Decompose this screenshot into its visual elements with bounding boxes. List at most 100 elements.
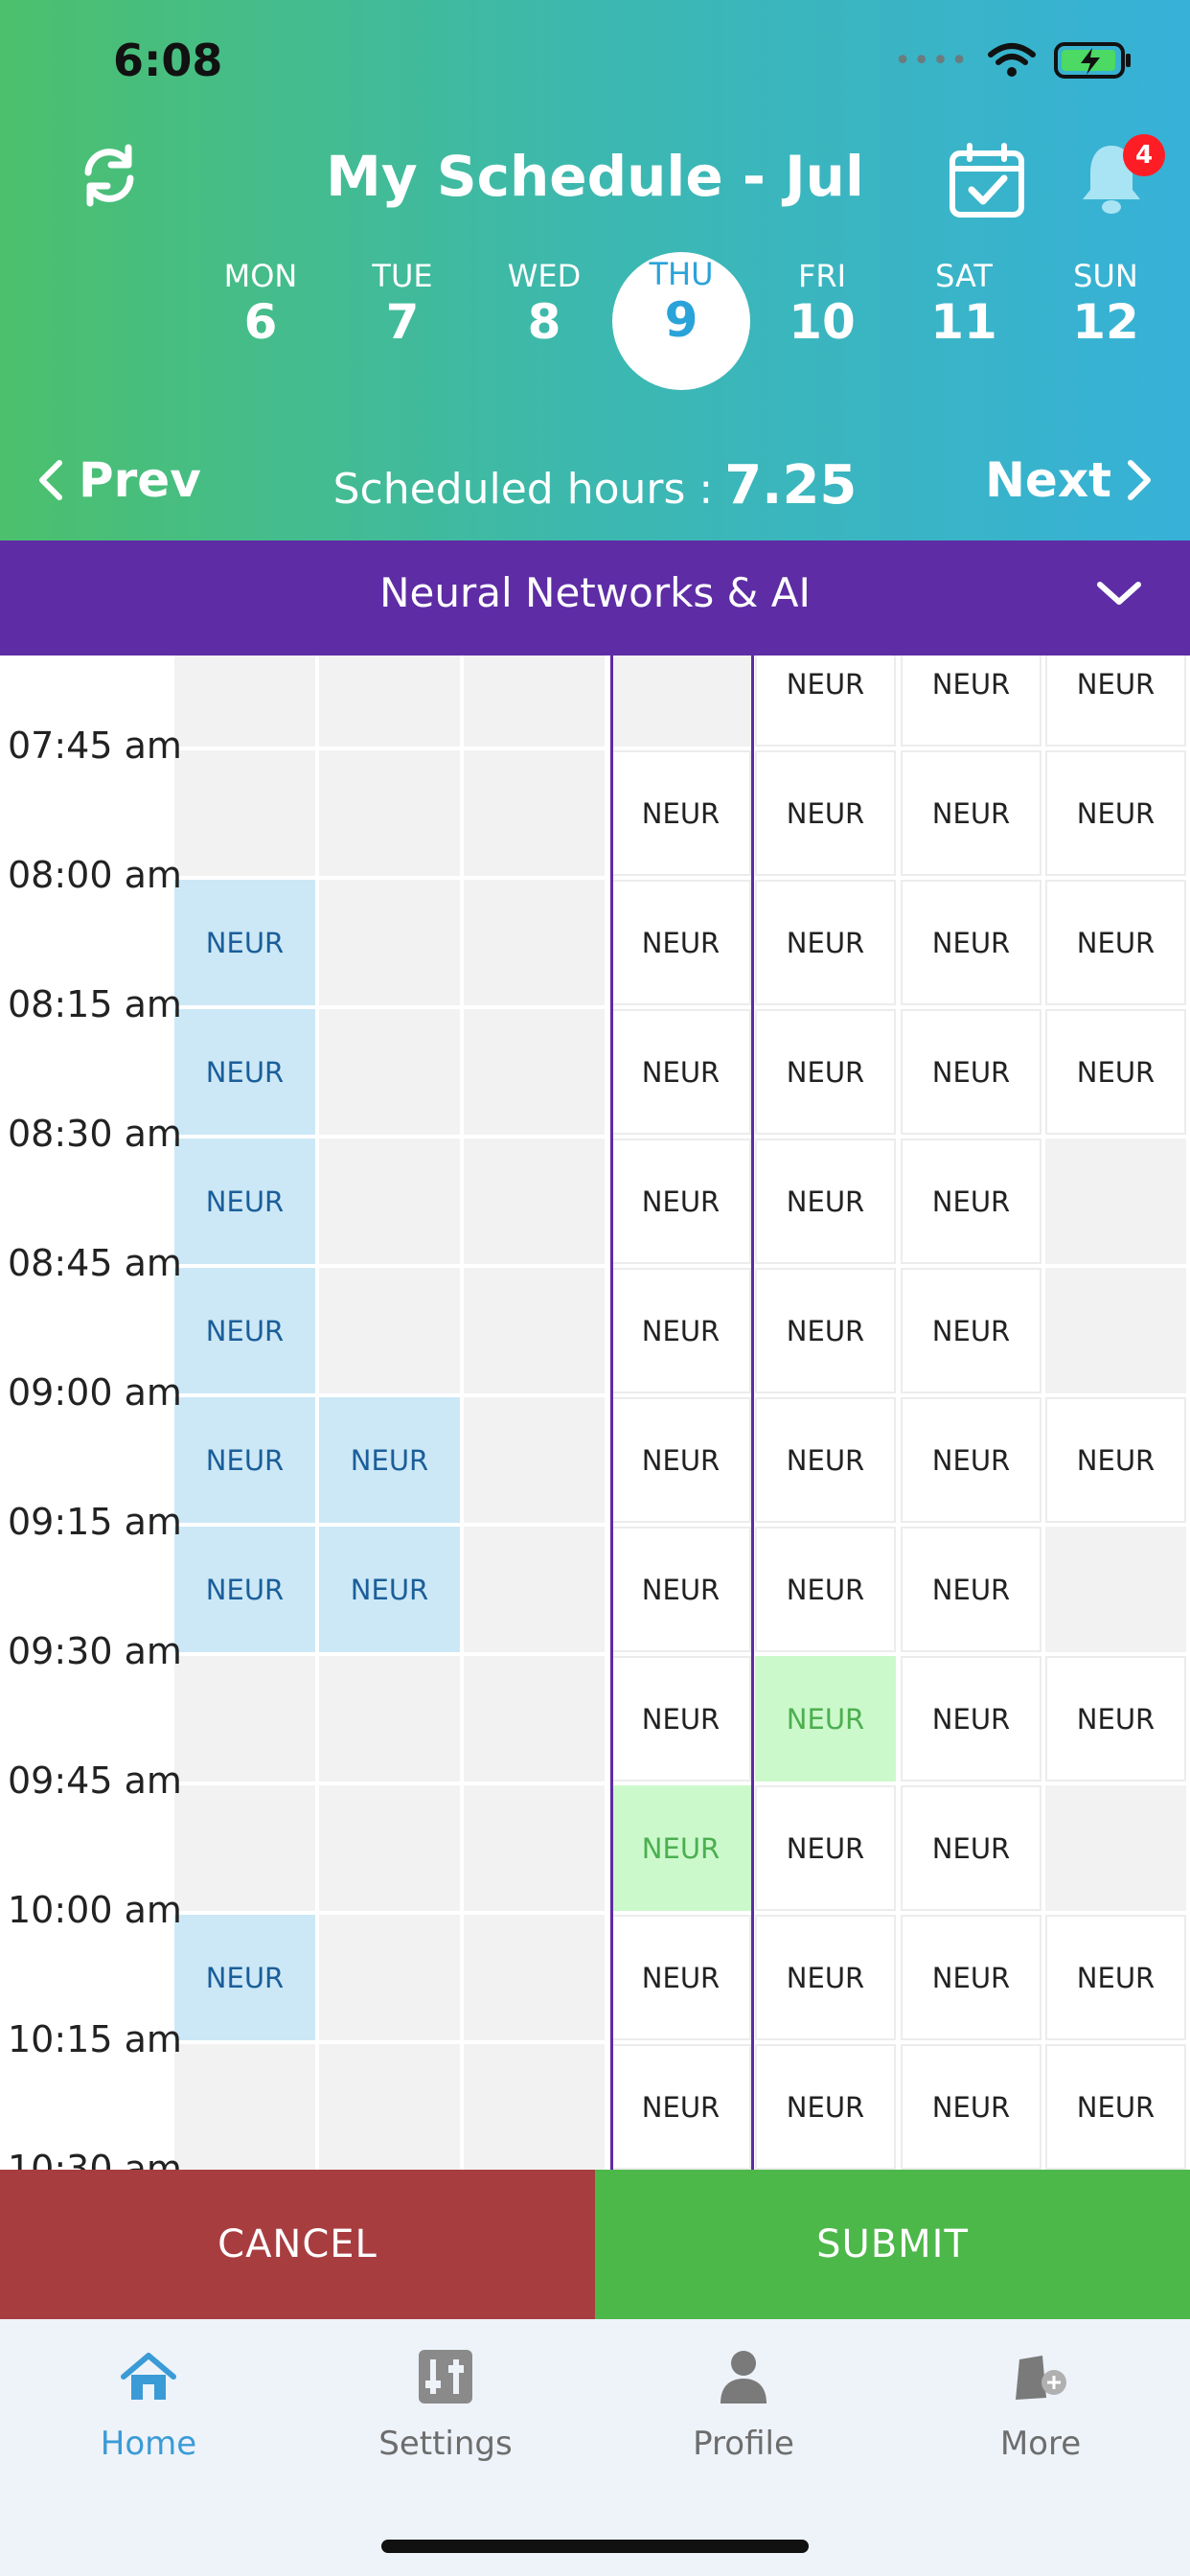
schedule-cell-sat[interactable]: NEUR (901, 1915, 1041, 2040)
prev-button[interactable]: Prev (38, 452, 201, 508)
refresh-button[interactable] (79, 144, 140, 211)
schedule-cell-thu[interactable] (610, 656, 751, 747)
schedule-cell-sat[interactable]: NEUR (901, 1009, 1041, 1135)
schedule-cell-mon[interactable]: NEUR (174, 1138, 315, 1264)
schedule-cell-sun[interactable]: NEUR (1045, 1656, 1186, 1782)
schedule-cell-mon[interactable] (174, 1656, 315, 1782)
schedule-cell-mon[interactable] (174, 1785, 315, 1911)
schedule-cell-mon[interactable]: NEUR (174, 1268, 315, 1393)
calendar-button[interactable] (947, 142, 1027, 222)
schedule-cell-sun[interactable]: NEUR (1045, 1915, 1186, 2040)
schedule-cell-sat[interactable]: NEUR (901, 2044, 1041, 2170)
tab-more[interactable]: More (892, 2338, 1189, 2463)
project-selector[interactable]: Neural Networks & AI (0, 540, 1190, 656)
schedule-cell-sun[interactable]: NEUR (1045, 656, 1186, 747)
schedule-cell-mon[interactable] (174, 750, 315, 876)
schedule-cell-sun[interactable] (1045, 1785, 1186, 1911)
schedule-cell-tue[interactable] (319, 880, 460, 1005)
schedule-cell-tue[interactable] (319, 2044, 460, 2170)
schedule-cell-sat[interactable]: NEUR (901, 1785, 1041, 1911)
schedule-cell-sat[interactable]: NEUR (901, 750, 1041, 876)
schedule-cell-wed[interactable] (464, 1915, 605, 2040)
schedule-cell-sun[interactable] (1045, 1138, 1186, 1264)
cancel-button[interactable]: CANCEL (0, 2170, 595, 2319)
schedule-cell-fri[interactable]: NEUR (755, 1785, 896, 1911)
schedule-cell-sat[interactable]: NEUR (901, 1397, 1041, 1523)
schedule-cell-mon[interactable] (174, 656, 315, 747)
schedule-cell-sat[interactable]: NEUR (901, 880, 1041, 1005)
schedule-cell-wed[interactable] (464, 1656, 605, 1782)
schedule-cell-fri[interactable]: NEUR (755, 1268, 896, 1393)
schedule-cell-thu[interactable]: NEUR (610, 1268, 751, 1393)
schedule-cell-fri[interactable]: NEUR (755, 750, 896, 876)
day-sat[interactable]: SAT 11 (930, 258, 997, 350)
schedule-cell-sun[interactable] (1045, 1527, 1186, 1652)
submit-button[interactable]: SUBMIT (595, 2170, 1190, 2319)
schedule-cell-tue[interactable] (319, 656, 460, 747)
schedule-cell-tue[interactable]: NEUR (319, 1527, 460, 1652)
schedule-cell-mon[interactable]: NEUR (174, 1009, 315, 1135)
schedule-cell-fri[interactable]: NEUR (755, 656, 896, 747)
schedule-cell-thu[interactable]: NEUR (610, 1527, 751, 1652)
schedule-cell-sun[interactable] (1045, 1268, 1186, 1393)
schedule-cell-wed[interactable] (464, 2044, 605, 2170)
day-tue[interactable]: TUE 7 (372, 258, 433, 350)
schedule-cell-mon[interactable] (174, 2044, 315, 2170)
schedule-cell-mon[interactable]: NEUR (174, 880, 315, 1005)
day-mon[interactable]: MON 6 (223, 258, 298, 350)
schedule-cell-wed[interactable] (464, 1009, 605, 1135)
day-fri[interactable]: FRI 10 (789, 258, 856, 350)
schedule-cell-sat[interactable]: NEUR (901, 1268, 1041, 1393)
schedule-cell-wed[interactable] (464, 1138, 605, 1264)
tab-settings[interactable]: Settings (297, 2338, 594, 2463)
schedule-cell-tue[interactable] (319, 1656, 460, 1782)
schedule-cell-sat[interactable]: NEUR (901, 1138, 1041, 1264)
schedule-cell-thu[interactable]: NEUR (610, 750, 751, 876)
schedule-cell-sat[interactable]: NEUR (901, 656, 1041, 747)
schedule-cell-tue[interactable] (319, 1138, 460, 1264)
schedule-cell-fri[interactable]: NEUR (755, 1397, 896, 1523)
schedule-cell-mon[interactable]: NEUR (174, 1915, 315, 2040)
schedule-cell-thu[interactable]: NEUR (610, 1138, 751, 1264)
schedule-cell-wed[interactable] (464, 1527, 605, 1652)
schedule-cell-fri[interactable]: NEUR (755, 880, 896, 1005)
schedule-cell-sun[interactable]: NEUR (1045, 1397, 1186, 1523)
notifications-button[interactable]: 4 (1077, 134, 1165, 217)
schedule-cell-fri[interactable]: NEUR (755, 1915, 896, 2040)
day-thu-selected[interactable]: THU 9 (612, 252, 750, 390)
day-wed[interactable]: WED 8 (507, 258, 582, 350)
schedule-cell-sun[interactable]: NEUR (1045, 1009, 1186, 1135)
schedule-cell-thu[interactable]: NEUR (610, 1785, 751, 1911)
schedule-cell-thu[interactable]: NEUR (610, 2044, 751, 2170)
schedule-cell-tue[interactable] (319, 1009, 460, 1135)
schedule-cell-wed[interactable] (464, 1268, 605, 1393)
schedule-cell-wed[interactable] (464, 1785, 605, 1911)
schedule-cell-tue[interactable] (319, 1268, 460, 1393)
schedule-cell-fri[interactable]: NEUR (755, 2044, 896, 2170)
schedule-cell-mon[interactable]: NEUR (174, 1397, 315, 1523)
schedule-cell-sat[interactable]: NEUR (901, 1527, 1041, 1652)
schedule-cell-thu[interactable]: NEUR (610, 1656, 751, 1782)
schedule-cell-tue[interactable] (319, 1915, 460, 2040)
schedule-cell-tue[interactable] (319, 1785, 460, 1911)
schedule-cell-wed[interactable] (464, 750, 605, 876)
tab-home[interactable]: Home (0, 2338, 297, 2463)
schedule-cell-thu[interactable]: NEUR (610, 1915, 751, 2040)
schedule-cell-wed[interactable] (464, 880, 605, 1005)
schedule-cell-sun[interactable]: NEUR (1045, 750, 1186, 876)
schedule-cell-thu[interactable]: NEUR (610, 1397, 751, 1523)
schedule-cell-thu[interactable]: NEUR (610, 1009, 751, 1135)
schedule-cell-fri[interactable]: NEUR (755, 1656, 896, 1782)
day-sun[interactable]: SUN 12 (1072, 258, 1139, 350)
schedule-cell-tue[interactable]: NEUR (319, 1397, 460, 1523)
schedule-cell-fri[interactable]: NEUR (755, 1138, 896, 1264)
schedule-cell-wed[interactable] (464, 1397, 605, 1523)
schedule-cell-thu[interactable]: NEUR (610, 880, 751, 1005)
schedule-cell-sun[interactable]: NEUR (1045, 880, 1186, 1005)
schedule-cell-tue[interactable] (319, 750, 460, 876)
schedule-cell-sun[interactable]: NEUR (1045, 2044, 1186, 2170)
schedule-cell-sat[interactable]: NEUR (901, 1656, 1041, 1782)
next-button[interactable]: Next (985, 452, 1152, 508)
schedule-cell-mon[interactable]: NEUR (174, 1527, 315, 1652)
schedule-cell-wed[interactable] (464, 656, 605, 747)
